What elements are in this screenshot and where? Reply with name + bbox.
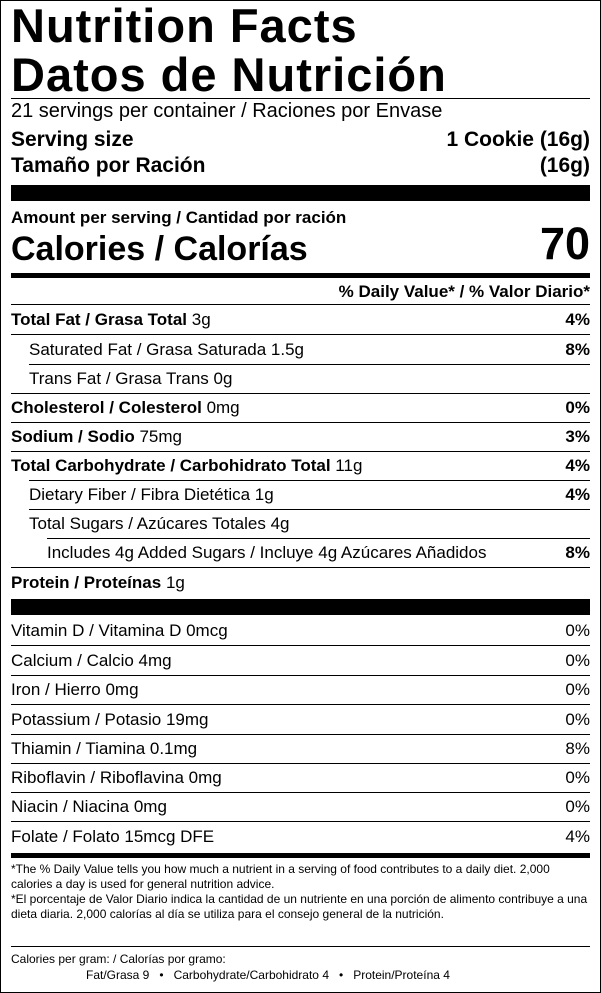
calories-value: 70 (539, 218, 590, 269)
divider (11, 763, 590, 764)
title-english: Nutrition Facts (11, 0, 358, 52)
vitamin-label: Potassium / Potasio 19mg (11, 710, 209, 729)
vitamin-label: Niacin / Niacina 0mg (11, 797, 167, 816)
vitamin-label: Folate / Folato 15mcg DFE (11, 827, 215, 846)
vitamin-label: Vitamin D / Vitamina D 0mcg (11, 621, 228, 640)
vitamin-label: Iron / Hierro 0mg (11, 680, 139, 699)
vitamin-label: Calcium / Calcio 4mg (11, 651, 172, 670)
tamano-label: Tamaño por Ración (11, 154, 206, 177)
daily-value-header: % Daily Value* / % Valor Diario* (338, 282, 590, 301)
vitamin-dv: 0% (565, 621, 590, 640)
divider (11, 567, 590, 568)
nutrient-name: Protein / Proteínas (11, 573, 162, 592)
vitamin-dv: 0% (565, 797, 590, 816)
vitamin-row: Folate / Folato 15mcg DFE 4% (11, 822, 590, 851)
footnote-spanish: *El porcentaje de Valor Diario indica la… (11, 892, 588, 921)
nutrient-dv: 4% (565, 456, 590, 475)
nutrient-dv: 3% (565, 427, 590, 446)
nutrient-name: Total Carbohydrate / Carbohidrato Total (11, 456, 331, 475)
serving-size-value: 1 Cookie (16g) (446, 128, 590, 151)
nutrient-row-trans-fat: Trans Fat / Grasa Trans 0g (29, 364, 590, 393)
divider (11, 821, 590, 822)
servings-per-container: 21 servings per container / Raciones por… (11, 100, 443, 122)
nutrient-dv: 4% (565, 310, 590, 329)
divider (11, 98, 590, 99)
nutrient-dv: 8% (565, 340, 590, 359)
vitamin-row: Calcium / Calcio 4mg 0% (11, 646, 590, 675)
footnote: *The % Daily Value tells you how much a … (11, 862, 590, 922)
divider (11, 451, 590, 452)
vitamin-dv: 0% (565, 768, 590, 787)
calories-per-gram-label: Calories per gram: / Calorías por gramo: (11, 952, 226, 966)
vitamin-row: Riboflavin / Riboflavina 0mg 0% (11, 763, 590, 792)
vitamin-row: Niacin / Niacina 0mg 0% (11, 792, 590, 821)
vitamin-row: Thiamin / Tiamina 0.1mg 8% (11, 734, 590, 763)
vitamin-dv: 8% (565, 739, 590, 758)
divider (29, 509, 590, 510)
nutrient-row-added-sugars: Includes 4g Added Sugars / Incluye 4g Az… (47, 538, 590, 567)
vitamin-dv: 4% (565, 827, 590, 846)
divider (11, 645, 590, 646)
serving-size-label: Serving size (11, 128, 134, 151)
divider (11, 792, 590, 793)
nutrient-amount: 11g (335, 456, 363, 475)
footnote-english: *The % Daily Value tells you how much a … (11, 862, 550, 891)
divider (29, 480, 590, 481)
vitamin-dv: 0% (565, 651, 590, 670)
vitamin-label: Riboflavin / Riboflavina 0mg (11, 768, 222, 787)
nutrient-amount: 0mg (206, 398, 240, 417)
amount-per-serving: Amount per serving / Cantidad por ración (11, 208, 347, 227)
nutrient-name: Total Fat / Grasa Total (11, 310, 188, 329)
tamano-row: Tamaño por Ración (16g) (11, 153, 590, 179)
medium-divider (11, 273, 590, 278)
divider (11, 334, 590, 335)
divider (11, 304, 590, 305)
nutrient-row-total-fat: Total Fat / Grasa Total 3g 4% (11, 305, 590, 334)
divider (29, 364, 590, 365)
divider (47, 538, 590, 539)
vitamin-row: Potassium / Potasio 19mg 0% (11, 705, 590, 734)
nutrient-row-total-carbohydrate: Total Carbohydrate / Carbohidrato Total … (11, 451, 590, 480)
nutrient-name: Trans Fat / Grasa Trans 0g (29, 369, 233, 388)
divider (11, 393, 590, 394)
nutrient-row-dietary-fiber: Dietary Fiber / Fibra Dietética 1g 4% (29, 480, 590, 509)
tamano-value: (16g) (539, 154, 590, 177)
vitamin-row: Vitamin D / Vitamina D 0mcg 0% (11, 616, 590, 645)
nutrient-name: Saturated Fat / Grasa Saturada 1.5g (29, 340, 304, 359)
thick-divider (11, 185, 590, 201)
nutrient-dv: 0% (565, 398, 590, 417)
vitamin-label: Thiamin / Tiamina 0.1mg (11, 739, 198, 758)
nutrient-row-cholesterol: Cholesterol / Colesterol 0mg 0% (11, 393, 590, 422)
vitamin-row: Iron / Hierro 0mg 0% (11, 675, 590, 704)
serving-size-row: Serving size 1 Cookie (16g) (11, 127, 590, 153)
nutrient-name: Includes 4g Added Sugars / Incluye 4g Az… (47, 543, 487, 562)
title-spanish: Datos de Nutrición (11, 48, 447, 101)
divider (11, 422, 590, 423)
vitamin-dv: 0% (565, 680, 590, 699)
calories-per-gram-values: Fat/Grasa 9 • Carbohydrate/Carbohidrato … (86, 968, 450, 982)
nutrient-name: Dietary Fiber / Fibra Dietética 1g (29, 485, 274, 504)
nutrient-amount: 3g (191, 310, 211, 329)
nutrient-name: Total Sugars / Azúcares Totales 4g (29, 514, 290, 533)
nutrient-dv: 8% (565, 543, 590, 562)
nutrient-dv: 4% (565, 485, 590, 504)
nutrient-row-protein: Protein / Proteínas 1g (11, 568, 590, 597)
nutrient-amount: 1g (165, 573, 185, 592)
nutrient-name: Cholesterol / Colesterol (11, 398, 202, 417)
medium-divider (11, 853, 590, 858)
thick-divider (11, 599, 590, 615)
nutrient-row-total-sugars: Total Sugars / Azúcares Totales 4g (29, 509, 590, 538)
divider (11, 704, 590, 705)
calories-label: Calories / Calorías (11, 230, 308, 268)
nutrient-amount: 75mg (139, 427, 182, 446)
nutrient-row-sodium: Sodium / Sodio 75mg 3% (11, 422, 590, 451)
nutrient-name: Sodium / Sodio (11, 427, 135, 446)
nutrient-row-saturated-fat: Saturated Fat / Grasa Saturada 1.5g 8% (29, 335, 590, 364)
divider (11, 675, 590, 676)
vitamin-dv: 0% (565, 710, 590, 729)
divider (11, 734, 590, 735)
divider (11, 946, 590, 947)
